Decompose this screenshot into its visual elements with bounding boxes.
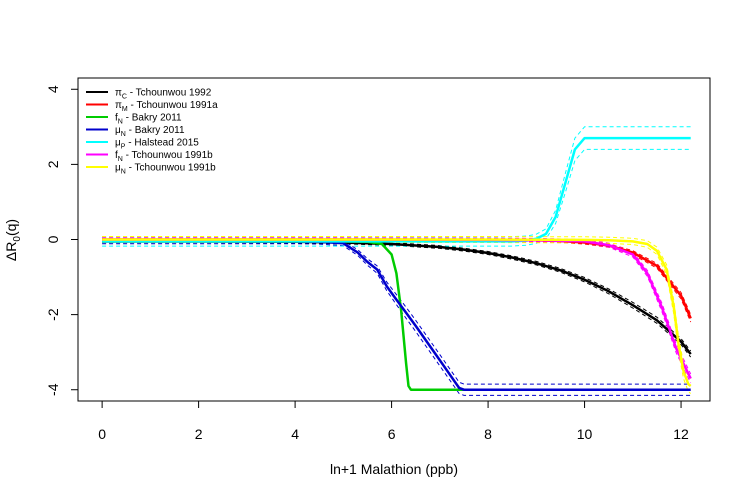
series-6-upper-band xyxy=(102,236,692,379)
legend-label: - Bakry 2011 xyxy=(126,125,185,136)
legend-subscript: N xyxy=(121,169,126,176)
legend-symbol: μ xyxy=(115,163,121,174)
series-3-line xyxy=(102,240,691,391)
y-axis-label-main: ΔR xyxy=(3,242,19,261)
series-4-upper-band xyxy=(102,126,691,238)
y-tick-label: 4 xyxy=(45,85,61,93)
series-5-lower-band xyxy=(102,240,692,384)
legend-label: - Tchounwou 1992 xyxy=(127,88,212,99)
x-tick-label: 8 xyxy=(484,426,492,442)
legend-entry-2: fN - Bakry 2011 xyxy=(115,113,182,126)
legend-symbol: μ xyxy=(115,138,121,149)
legend-subscript: C xyxy=(122,94,127,101)
legend-subscript: M xyxy=(122,106,128,113)
x-axis-label: ln+1 Malathion (ppb) xyxy=(330,461,458,477)
y-tick-label: -4 xyxy=(45,383,61,396)
legend-subscript: N xyxy=(118,156,123,163)
legend-symbol: π xyxy=(115,100,122,111)
legend-symbol: f xyxy=(115,150,118,161)
x-tick-label: 0 xyxy=(98,426,106,442)
series-2-line xyxy=(102,240,537,391)
legend-entry-6: μN - Tchounwou 1991b xyxy=(115,163,216,176)
y-tick-label: 0 xyxy=(45,235,61,243)
x-tick-label: 4 xyxy=(291,426,299,442)
legend-label: - Tchounwou 1991b xyxy=(123,150,213,161)
legend-entry-5: fN - Tchounwou 1991b xyxy=(115,150,213,163)
legend-symbol: μ xyxy=(115,125,121,136)
legend-symbol: π xyxy=(115,88,122,99)
legend-entry-3: μN - Bakry 2011 xyxy=(115,125,185,138)
y-tick-label: 2 xyxy=(45,160,61,168)
series-6-line xyxy=(102,238,692,387)
series-4-line xyxy=(102,136,691,243)
series-6-lower-band xyxy=(102,242,692,394)
legend-subscript: N xyxy=(121,131,126,138)
y-tick-label: -2 xyxy=(45,308,61,321)
x-tick-label: 12 xyxy=(673,426,689,442)
legend-symbol: f xyxy=(115,113,118,124)
series-5-line xyxy=(102,238,692,380)
series-0-upper-band xyxy=(102,239,692,352)
legend-entry-1: πM - Tchounwou 1991a xyxy=(115,100,218,113)
legend-label: - Halstead 2015 xyxy=(125,138,199,149)
x-tick-label: 10 xyxy=(577,426,593,442)
x-tick-label: 2 xyxy=(195,426,203,442)
legend-label: - Tchounwou 1991a xyxy=(128,100,218,111)
series-5-upper-band xyxy=(102,237,692,375)
x-tick-label: 6 xyxy=(388,426,396,442)
legend-label: - Bakry 2011 xyxy=(123,113,182,124)
series-3-lower-band xyxy=(102,243,691,396)
y-axis-label-sub: 0 xyxy=(12,236,23,242)
y-axis-label-tail: (q) xyxy=(3,219,19,236)
x-axis: 0 2 4 6 8 10 12 xyxy=(98,400,689,442)
series-lines xyxy=(102,136,692,391)
legend-label: - Tchounwou 1991b xyxy=(126,163,216,174)
y-axis: -4 -2 0 2 4 xyxy=(45,85,79,396)
series-3-upper-band xyxy=(102,238,691,385)
legend-entry-0: πC - Tchounwou 1992 xyxy=(115,88,212,101)
legend-subscript: N xyxy=(118,119,123,126)
legend-entry-4: μP - Halstead 2015 xyxy=(115,138,199,151)
legend-subscript: P xyxy=(121,144,126,151)
y-axis-label: ΔR0(q) xyxy=(3,219,23,261)
